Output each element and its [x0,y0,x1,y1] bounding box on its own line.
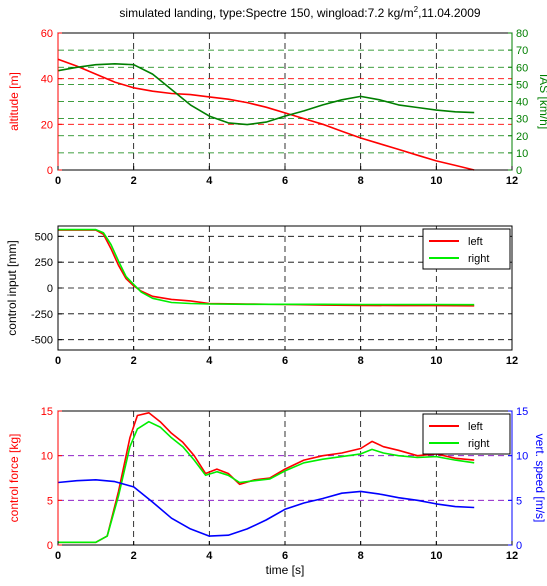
x-tick-label: 4 [206,550,213,562]
title-main: simulated landing, type:Spectre 150, win… [119,6,413,20]
series-line-left-axis [57,58,475,171]
y-tick-label: 10 [41,451,53,463]
x-tick-label: 0 [55,355,61,367]
x-tick-label: 0 [55,175,61,187]
y-tick-label: 500 [35,231,53,243]
x-tick-label: 6 [282,355,288,367]
legend-label-right: right [468,438,489,450]
y-tick-label: 250 [35,257,53,269]
y-axis-label: control force [kg] [7,434,21,523]
x-tick-label: 4 [206,355,213,367]
title-superscript: 2 [414,5,419,14]
x-tick-label: 12 [506,175,518,187]
y-tick-label-right: 0 [516,165,522,177]
y-tick-label: 5 [47,495,53,507]
control-input-panel: 0 2 4 6 8 10 12 -500 -250 0 250 500 control input [m… [5,225,518,367]
legend-box [422,228,511,270]
y-tick-label: 20 [41,119,53,131]
y-tick-label-right: 30 [516,114,528,126]
y-tick-label: -250 [31,309,53,321]
y-axis-label: control input [mm] [5,240,19,335]
x-tick-label: 2 [131,175,137,187]
y-tick-label: 15 [41,406,53,418]
series-line-right [58,228,475,306]
figure-title: simulated landing, type:Spectre 150, win… [119,5,480,20]
x-axis-label: time [s] [266,563,305,577]
y-tick-label-right: 5 [516,495,522,507]
y-axis-label-right: IAS [km/h] [537,74,547,129]
y-tick-label: -500 [31,335,53,347]
altitude-ias-panel: 0 2 4 6 8 10 12020406001020304050607080altitud… [7,28,547,187]
y-tick-label: 0 [47,165,53,177]
y-tick-label-right: 0 [516,540,522,552]
x-tick-label: 10 [430,175,442,187]
x-tick-label: 2 [131,550,137,562]
series-line-right [58,420,475,544]
legend: left right [422,413,511,455]
series-line-right-axis [57,62,475,126]
y-tick-label: 0 [47,540,53,552]
y-axis-label-right: vert. speed [m/s] [533,434,547,523]
legend-label-left: left [468,236,483,248]
y-tick-label-right: 80 [516,28,528,40]
y-tick-label: 60 [41,28,53,40]
y-axis-label: altitude [m] [7,72,21,131]
y-tick-label-right: 15 [516,406,528,418]
x-tick-label: 12 [506,355,518,367]
title-tail: ,11.04.2009 [418,6,481,20]
y-tick-label-right: 10 [516,148,528,160]
x-tick-label: 8 [358,355,364,367]
series-line-vert-speed [57,478,475,537]
x-tick-label: 10 [430,550,442,562]
legend-box [422,413,511,455]
legend: left right [422,228,511,270]
x-tick-label: 6 [282,550,288,562]
series-line-left [58,229,475,307]
x-tick-label: 12 [506,550,518,562]
series-line-left [58,411,475,544]
x-tick-label: 8 [358,550,364,562]
legend-label-right: right [468,253,489,265]
x-tick-label: 4 [206,175,213,187]
legend-label-left: left [468,421,483,433]
x-tick-label: 8 [358,175,364,187]
y-tick-label-right: 70 [516,45,528,57]
y-tick-label: 40 [41,74,53,86]
x-tick-label: 10 [430,355,442,367]
x-tick-label: 2 [131,355,137,367]
x-tick-label: 6 [282,175,288,187]
y-tick-label-right: 20 [516,131,528,143]
y-tick-label: 0 [47,283,53,295]
y-tick-label-right: 40 [516,97,528,109]
y-tick-label-right: 60 [516,62,528,74]
y-tick-label-right: 50 [516,79,528,91]
y-tick-label-right: 10 [516,451,528,463]
x-tick-label: 0 [55,550,61,562]
